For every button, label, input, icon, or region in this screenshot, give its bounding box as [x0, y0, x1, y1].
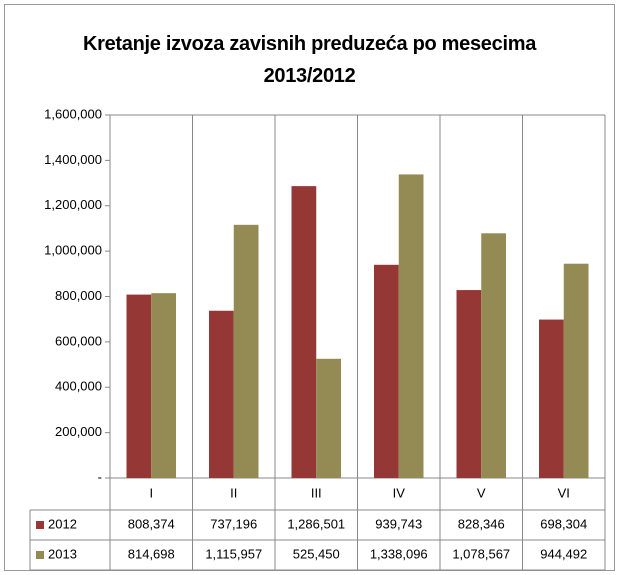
bar [398, 174, 424, 478]
data-table-value: 828,346 [458, 516, 505, 531]
chart-title: Kretanje izvoza zavisnih preduzeća po me… [82, 33, 537, 87]
data-table-value: 944,492 [540, 546, 587, 561]
x-tick-label: VI [558, 485, 570, 500]
data-table-value: 1,078,567 [452, 546, 510, 561]
bar [563, 263, 589, 478]
y-tick-label: 600,000 [55, 333, 102, 348]
y-tick-label: 1,200,000 [44, 197, 102, 212]
bar [233, 224, 259, 478]
x-tick-label: V [477, 485, 486, 500]
data-table-value: 698,304 [540, 516, 587, 531]
y-tick-label: 200,000 [55, 424, 102, 439]
y-tick-label: 800,000 [55, 288, 102, 303]
bar [291, 186, 317, 478]
legend-label: 2012 [48, 516, 77, 531]
data-table-value: 814,698 [128, 546, 175, 561]
bar [151, 293, 176, 478]
bar [539, 319, 564, 478]
data-table-value: 808,374 [128, 516, 175, 531]
x-tick-label: I [149, 485, 153, 500]
x-tick-label: IV [393, 485, 406, 500]
data-table-value: 737,196 [210, 516, 257, 531]
y-tick-label: 1,000,000 [44, 243, 102, 258]
bar [209, 310, 234, 478]
bar [456, 290, 482, 478]
data-table-value: 525,450 [293, 546, 340, 561]
bar [316, 358, 341, 478]
legend-swatch [36, 551, 44, 559]
data-table-value: 1,286,501 [287, 516, 345, 531]
data-table-value: 939,743 [375, 516, 422, 531]
data-table-value: 1,115,957 [205, 546, 262, 561]
y-tick-label: - [98, 469, 102, 484]
legend-swatch [36, 521, 44, 529]
x-tick-label: III [311, 485, 322, 500]
bar [481, 233, 506, 478]
y-tick-label: 400,000 [55, 379, 102, 394]
y-tick-label: 1,400,000 [44, 152, 102, 167]
data-table-value: 1,338,096 [370, 546, 428, 561]
bar [126, 294, 152, 478]
y-tick-label: 1,600,000 [44, 106, 102, 121]
x-tick-label: II [230, 485, 237, 500]
bar [374, 264, 399, 478]
legend-label: 2013 [48, 546, 77, 561]
